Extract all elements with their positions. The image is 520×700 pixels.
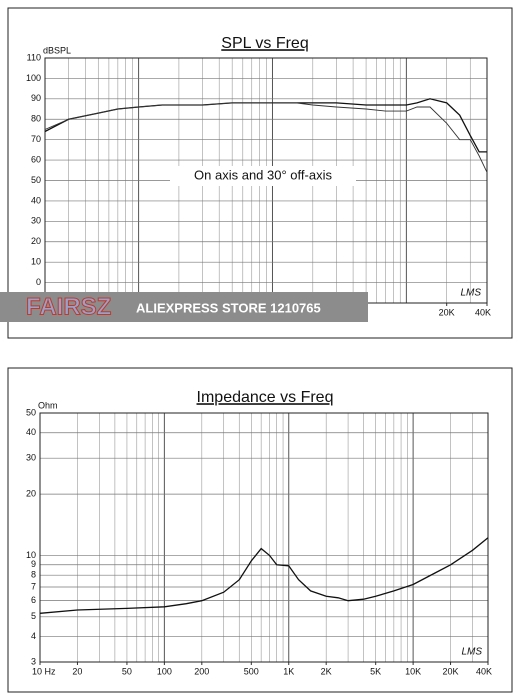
series-line <box>39 537 489 614</box>
y-tick-label: 5 <box>31 611 36 621</box>
x-tick-label: 10 Hz <box>32 666 56 676</box>
y-tick-label: 10 <box>31 257 41 267</box>
x-tick-label: 200 <box>194 666 209 676</box>
y-tick-label: 80 <box>31 114 41 124</box>
series-line <box>44 102 488 173</box>
y-tick-label: 0 <box>36 277 41 287</box>
x-tick-label: 2K <box>321 666 332 676</box>
y-axis-label: Ohm <box>38 400 58 410</box>
y-tick-label: 110 <box>27 52 41 62</box>
x-tick-label: 40K <box>475 307 491 317</box>
panel-frame <box>7 7 513 339</box>
watermark: FAIRSZ ALIEXPRESS STORE 1210765 <box>0 292 368 322</box>
y-tick-label: 4 <box>31 631 36 641</box>
watermark-brand: FAIRSZ <box>26 293 111 320</box>
y-tick-label: 50 <box>26 407 36 417</box>
y-tick-label: 10 <box>26 550 36 560</box>
y-tick-label: 70 <box>31 134 41 144</box>
y-tick-label: 8 <box>31 570 36 580</box>
y-tick-label: 3 <box>31 656 36 666</box>
charts: 0 10 20 30 40 50 60 70 80 90 100 110 20K 40K SPL vs Fr… <box>26 35 492 676</box>
logo: LMS <box>461 647 482 658</box>
watermark-text: ALIEXPRESS STORE 1210765 <box>136 300 321 315</box>
panel-frame <box>7 367 513 693</box>
x-tick-label: 20K <box>443 666 459 676</box>
logo: LMS <box>460 288 481 299</box>
plot-frame <box>39 412 489 663</box>
x-tick-label: 500 <box>244 666 259 676</box>
y-tick-label: 40 <box>26 427 36 437</box>
y-tick-label: 30 <box>26 453 36 463</box>
y-tick-label: 60 <box>31 154 41 164</box>
y-tick-label: 20 <box>26 488 36 498</box>
annotation-bg <box>170 166 356 186</box>
y-tick-label: 100 <box>26 73 41 83</box>
y-tick-label: 6 <box>31 595 36 605</box>
y-tick-label: 50 <box>31 175 41 185</box>
y-tick-label: 40 <box>31 195 41 205</box>
x-tick-label: 1K <box>283 666 294 676</box>
x-tick-label: 20 <box>72 666 82 676</box>
y-tick-label: 9 <box>31 559 36 569</box>
y-tick-label: 30 <box>31 216 41 226</box>
chart-title: Impedance vs Freq <box>197 389 334 406</box>
x-tick-label: 100 <box>157 666 172 676</box>
chart-title: SPL vs Freq <box>221 35 308 52</box>
x-tick-label: 50 <box>122 666 132 676</box>
y-tick-label: 90 <box>31 93 41 103</box>
y-tick-label: 20 <box>31 236 41 246</box>
y-axis-label: dBSPL <box>43 45 71 55</box>
x-tick-label: 40K <box>476 666 492 676</box>
x-tick-label: 20K <box>439 307 455 317</box>
x-tick-label: 10K <box>405 666 421 676</box>
annotation: On axis and 30° off-axis <box>194 167 332 182</box>
y-tick-label: 7 <box>31 581 36 591</box>
watermark-band <box>0 292 368 322</box>
x-tick-label: 5K <box>370 666 381 676</box>
